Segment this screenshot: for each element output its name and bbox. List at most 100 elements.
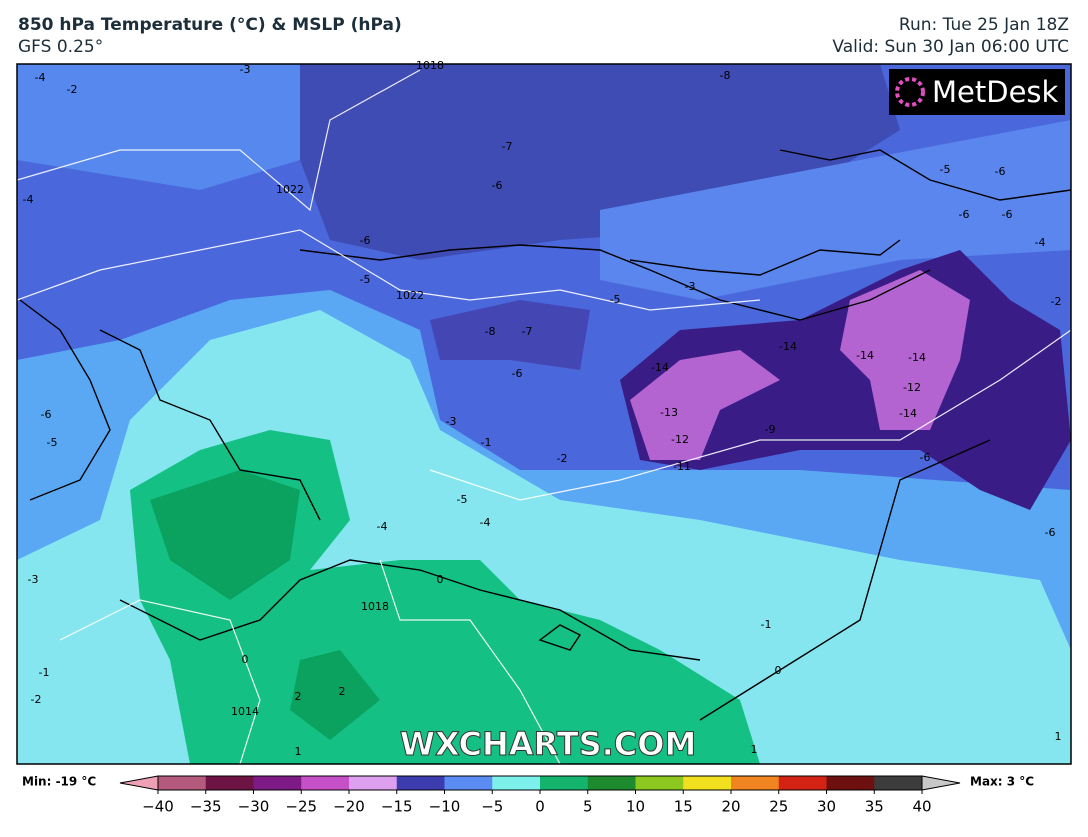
contour-label: -5 (47, 436, 58, 449)
colorbar-segment (301, 776, 350, 790)
max-label: Max: 3 °C (970, 775, 1034, 789)
colorbar-segment (874, 776, 923, 790)
colorbar-segment (731, 776, 780, 790)
colorbar-segment (444, 776, 493, 790)
contour-label: -11 (673, 460, 691, 473)
contour-label: -3 (28, 573, 39, 586)
contour-label: -14 (779, 340, 797, 353)
colorbar: −40 −35 −30 −25 −20 −15 −10 −5 0 5 10 15 20 25 30 35 40 (119, 775, 961, 816)
contour-label: -2 (1051, 295, 1062, 308)
map-frame (16, 63, 1072, 765)
contour-label: -8 (720, 69, 731, 82)
contour-label: -1 (39, 666, 50, 679)
colorbar-tick-label: 0 (535, 798, 545, 816)
colorbar-tick-label: −5 (481, 798, 503, 816)
contour-label: 1014 (231, 705, 259, 718)
colorbar-segment (587, 776, 636, 790)
colorbar-tick-label: −30 (238, 798, 270, 816)
contour-label: 1018 (416, 59, 444, 72)
contour-label: -5 (610, 293, 621, 306)
logo-icon (895, 77, 925, 107)
contour-label: -1 (481, 436, 492, 449)
contour-label: -8 (485, 325, 496, 338)
colorbar-tick-label: −15 (381, 798, 413, 816)
colorbar-segment (826, 776, 875, 790)
contour-label: -2 (67, 83, 78, 96)
contour-label: 0 (775, 664, 782, 677)
contour-label: -4 (480, 516, 491, 529)
contour-label: -2 (31, 693, 42, 706)
contour-label: -3 (685, 280, 696, 293)
contour-label: -5 (360, 273, 371, 286)
colorbar-low-arrow (119, 775, 159, 791)
contour-label: -4 (1035, 236, 1046, 249)
contour-label: -6 (41, 408, 52, 421)
colorbar-tick-label: −35 (190, 798, 222, 816)
contour-label: 2 (295, 690, 302, 703)
valid-time: Valid: Sun 30 Jan 06:00 UTC (832, 37, 1069, 57)
contour-label: -14 (651, 361, 669, 374)
colorbar-tick-label: −25 (285, 798, 317, 816)
model: GFS 0.25° (18, 37, 103, 57)
run-time: Run: Tue 25 Jan 18Z (899, 15, 1069, 35)
contour-label: -4 (23, 193, 34, 206)
colorbar-segment (396, 776, 445, 790)
colorbar-segment (683, 776, 732, 790)
contour-label: -7 (502, 140, 513, 153)
colorbar-tick-label: 20 (721, 798, 740, 816)
colorbar-tick-label: 35 (865, 798, 884, 816)
contour-label: -6 (512, 367, 523, 380)
contour-label: 1018 (361, 600, 389, 613)
contour-label: -7 (522, 325, 533, 338)
colorbar-segment (253, 776, 302, 790)
watermark: WXCHARTS.COM (400, 725, 697, 763)
colorbar-segment (205, 776, 254, 790)
contour-label: -14 (908, 351, 926, 364)
contour-label: -5 (457, 493, 468, 506)
colorbar-segment (635, 776, 684, 790)
contour-label: -9 (765, 423, 776, 436)
map (17, 64, 1071, 764)
contour-label: -6 (920, 451, 931, 464)
contour-label: -6 (1002, 208, 1013, 221)
colorbar-tick-label: −20 (333, 798, 365, 816)
contour-label: 0 (437, 573, 444, 586)
contour-label: -1 (761, 618, 772, 631)
contour-label: 2 (339, 685, 346, 698)
colorbar-tick-label: 40 (912, 798, 931, 816)
colorbar-segment (540, 776, 589, 790)
contour-label: 1 (751, 743, 758, 756)
colorbar-segment (349, 776, 398, 790)
title: 850 hPa Temperature (°C) & MSLP (hPa) (18, 15, 402, 35)
contour-label: -4 (377, 520, 388, 533)
contour-label: -5 (940, 163, 951, 176)
contour-label: 1 (1055, 730, 1062, 743)
contour-label: -12 (903, 381, 921, 394)
colorbar-segment (492, 776, 541, 790)
colorbar-segment (778, 776, 827, 790)
contour-label: -6 (492, 179, 503, 192)
contour-label: -14 (856, 349, 874, 362)
logo-text: MetDesk (932, 75, 1059, 109)
contour-label: -14 (899, 407, 917, 420)
contour-label: -6 (360, 234, 371, 247)
colorbar-segment (158, 776, 207, 790)
colorbar-tick-label: −40 (142, 798, 174, 816)
colorbar-tick-label: 30 (817, 798, 836, 816)
contour-label: 1 (295, 745, 302, 758)
contour-label: -6 (995, 165, 1006, 178)
contour-label: -13 (660, 406, 678, 419)
contour-label: 1022 (396, 289, 424, 302)
colorbar-tick-label: 5 (583, 798, 593, 816)
contour-label: -6 (959, 208, 970, 221)
colorbar-tick-label: 25 (769, 798, 788, 816)
colorbar-tick-label: 10 (626, 798, 645, 816)
contour-label: 1022 (276, 183, 304, 196)
contour-label: 0 (242, 653, 249, 666)
min-label: Min: -19 °C (22, 775, 96, 789)
contour-label: -3 (446, 415, 457, 428)
colorbar-high-arrow (921, 775, 961, 791)
contour-label: -4 (35, 71, 46, 84)
contour-label: -6 (1045, 526, 1056, 539)
